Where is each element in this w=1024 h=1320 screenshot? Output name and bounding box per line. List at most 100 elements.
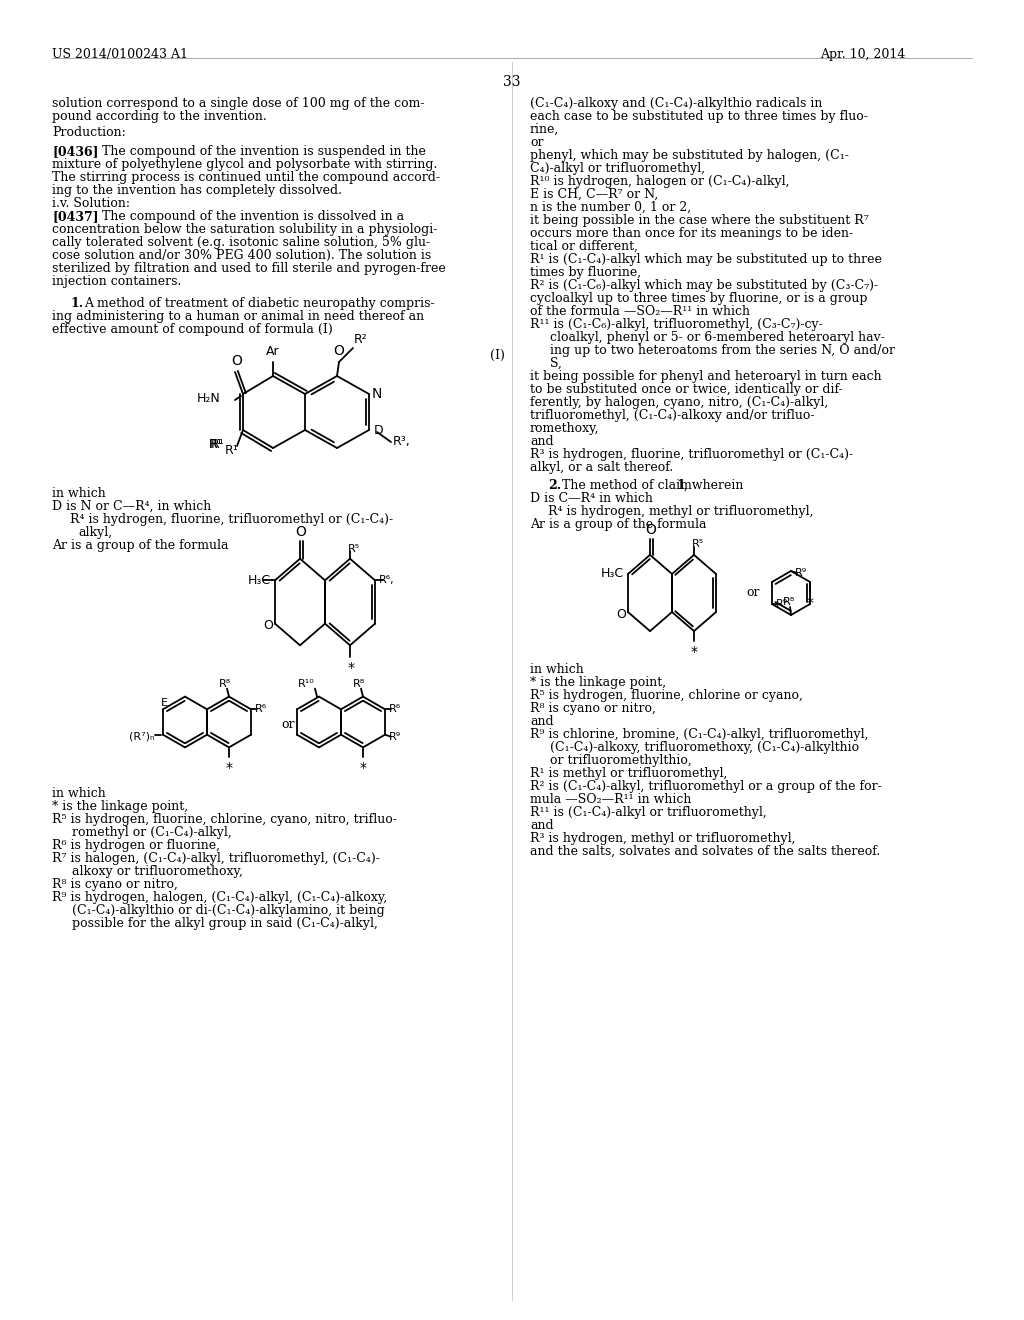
Text: 33: 33 xyxy=(503,75,521,88)
Text: solution correspond to a single dose of 100 mg of the com-: solution correspond to a single dose of … xyxy=(52,96,425,110)
Text: R² is (C₁-C₆)-alkyl which may be substituted by (C₃-C₇)-: R² is (C₁-C₆)-alkyl which may be substit… xyxy=(530,279,879,292)
Text: and: and xyxy=(530,436,554,447)
Text: injection containers.: injection containers. xyxy=(52,275,181,288)
Text: cose solution and/or 30% PEG 400 solution). The solution is: cose solution and/or 30% PEG 400 solutio… xyxy=(52,249,431,261)
Text: tical or different,: tical or different, xyxy=(530,240,638,253)
Text: R³ is hydrogen, fluorine, trifluoromethyl or (C₁-C₄)-: R³ is hydrogen, fluorine, trifluoromethy… xyxy=(530,447,853,461)
Text: C₄)-alkyl or trifluoromethyl,: C₄)-alkyl or trifluoromethyl, xyxy=(530,162,706,176)
Text: or: or xyxy=(281,718,295,730)
Text: R⁵: R⁵ xyxy=(692,539,705,549)
Text: R⁸ is cyano or nitro,: R⁸ is cyano or nitro, xyxy=(52,878,178,891)
Text: R⁹: R⁹ xyxy=(795,568,807,578)
Text: R⁹ is hydrogen, halogen, (C₁-C₄)-alkyl, (C₁-C₄)-alkoxy,: R⁹ is hydrogen, halogen, (C₁-C₄)-alkyl, … xyxy=(52,891,387,904)
Text: sterilized by filtration and used to fill sterile and pyrogen-free: sterilized by filtration and used to fil… xyxy=(52,261,445,275)
Text: O: O xyxy=(231,354,243,368)
Text: R⁵: R⁵ xyxy=(348,544,360,553)
Text: R⁶: R⁶ xyxy=(389,705,401,714)
Text: R²: R² xyxy=(354,333,368,346)
Text: H₂N: H₂N xyxy=(198,392,221,404)
Text: in which: in which xyxy=(52,787,105,800)
Text: n is the number 0, 1 or 2,: n is the number 0, 1 or 2, xyxy=(530,201,691,214)
Text: pound according to the invention.: pound according to the invention. xyxy=(52,110,266,123)
Text: phenyl, which may be substituted by halogen, (C₁-: phenyl, which may be substituted by halo… xyxy=(530,149,849,162)
Text: in which: in which xyxy=(52,487,105,500)
Text: [0436]: [0436] xyxy=(52,145,98,158)
Text: cycloalkyl up to three times by fluorine, or is a group: cycloalkyl up to three times by fluorine… xyxy=(530,292,867,305)
Text: , wherein: , wherein xyxy=(684,479,743,492)
Text: ing up to two heteroatoms from the series N, O and/or: ing up to two heteroatoms from the serie… xyxy=(530,345,895,356)
Text: (I): (I) xyxy=(490,348,505,362)
Text: H₃C: H₃C xyxy=(601,568,624,581)
Text: *: * xyxy=(690,645,697,659)
Text: R¹: R¹ xyxy=(209,437,223,450)
Text: R² is (C₁-C₄)-alkyl, trifluoromethyl or a group of the for-: R² is (C₁-C₄)-alkyl, trifluoromethyl or … xyxy=(530,780,882,793)
Text: H₃C: H₃C xyxy=(248,574,271,587)
Text: trifluoromethyl, (C₁-C₄)-alkoxy and/or trifluo-: trifluoromethyl, (C₁-C₄)-alkoxy and/or t… xyxy=(530,409,814,422)
Text: ferently, by halogen, cyano, nitro, (C₁-C₄)-alkyl,: ferently, by halogen, cyano, nitro, (C₁-… xyxy=(530,396,828,409)
Text: O: O xyxy=(296,525,306,539)
Text: R¹: R¹ xyxy=(225,444,239,457)
Text: Ar is a group of the formula: Ar is a group of the formula xyxy=(52,539,228,552)
Text: D is C—R⁴ in which: D is C—R⁴ in which xyxy=(530,492,653,506)
Text: rine,: rine, xyxy=(530,123,559,136)
Text: or: or xyxy=(530,136,544,149)
Text: *: * xyxy=(225,762,232,775)
Text: or: or xyxy=(746,586,760,599)
Text: R⁸: R⁸ xyxy=(219,678,231,689)
Text: E is CH, C—R⁷ or N,: E is CH, C—R⁷ or N, xyxy=(530,187,658,201)
Text: mixture of polyethylene glycol and polysorbate with stirring.: mixture of polyethylene glycol and polys… xyxy=(52,158,437,172)
Text: D is N or C—R⁴, in which: D is N or C—R⁴, in which xyxy=(52,500,211,513)
Text: and: and xyxy=(530,818,554,832)
Text: The method of claim: The method of claim xyxy=(562,479,696,492)
Text: ing to the invention has completely dissolved.: ing to the invention has completely diss… xyxy=(52,183,342,197)
Text: R¹¹ is (C₁-C₄)-alkyl or trifluoromethyl,: R¹¹ is (C₁-C₄)-alkyl or trifluoromethyl, xyxy=(530,807,767,818)
Text: occurs more than once for its meanings to be iden-: occurs more than once for its meanings t… xyxy=(530,227,853,240)
Text: cally tolerated solvent (e.g. isotonic saline solution, 5% glu-: cally tolerated solvent (e.g. isotonic s… xyxy=(52,236,430,249)
Text: R³ is hydrogen, methyl or trifluoromethyl,: R³ is hydrogen, methyl or trifluoromethy… xyxy=(530,832,796,845)
Text: R¹¹ is (C₁-C₆)-alkyl, trifluoromethyl, (C₃-C₇)-cy-: R¹¹ is (C₁-C₆)-alkyl, trifluoromethyl, (… xyxy=(530,318,822,331)
Text: R⁸: R⁸ xyxy=(353,678,366,689)
Text: it being possible in the case where the substituent R⁷: it being possible in the case where the … xyxy=(530,214,868,227)
Text: (C₁-C₄)-alkylthio or di-(C₁-C₄)-alkylamino, it being: (C₁-C₄)-alkylthio or di-(C₁-C₄)-alkylami… xyxy=(52,904,385,917)
Text: mula —SO₂—R¹¹ in which: mula —SO₂—R¹¹ in which xyxy=(530,793,691,807)
Text: R⁶,: R⁶, xyxy=(379,576,394,585)
Text: * is the linkage point,: * is the linkage point, xyxy=(530,676,667,689)
Text: and the salts, solvates and solvates of the salts thereof.: and the salts, solvates and solvates of … xyxy=(530,845,881,858)
Text: R¹⁰: R¹⁰ xyxy=(298,678,315,689)
Text: alkyl,: alkyl, xyxy=(78,525,112,539)
Text: effective amount of compound of formula (I): effective amount of compound of formula … xyxy=(52,323,333,337)
Text: R¹ is methyl or trifluoromethyl,: R¹ is methyl or trifluoromethyl, xyxy=(530,767,727,780)
Text: cloalkyl, phenyl or 5- or 6-membered heteroaryl hav-: cloalkyl, phenyl or 5- or 6-membered het… xyxy=(530,331,885,345)
Text: Ar is a group of the formula: Ar is a group of the formula xyxy=(530,517,707,531)
Text: 2.: 2. xyxy=(548,479,561,492)
Text: N: N xyxy=(372,387,382,401)
Text: to be substituted once or twice, identically or dif-: to be substituted once or twice, identic… xyxy=(530,383,843,396)
Text: romethoxy,: romethoxy, xyxy=(530,422,599,436)
Text: The stirring process is continued until the compound accord-: The stirring process is continued until … xyxy=(52,172,440,183)
Text: R⁴ is hydrogen, fluorine, trifluoromethyl or (C₁-C₄)-: R⁴ is hydrogen, fluorine, trifluoromethy… xyxy=(70,513,393,525)
Text: R³,: R³, xyxy=(393,436,411,449)
Text: R⁹: R⁹ xyxy=(389,731,401,742)
Text: R¹ is (C₁-C₄)-alkyl which may be substituted up to three: R¹ is (C₁-C₄)-alkyl which may be substit… xyxy=(530,253,882,267)
Text: * is the linkage point,: * is the linkage point, xyxy=(52,800,188,813)
Text: S,: S, xyxy=(530,356,562,370)
Text: R⁷ is halogen, (C₁-C₄)-alkyl, trifluoromethyl, (C₁-C₄)-: R⁷ is halogen, (C₁-C₄)-alkyl, trifluorom… xyxy=(52,851,380,865)
Text: *: * xyxy=(807,597,813,610)
Text: concentration below the saturation solubility in a physiologi-: concentration below the saturation solub… xyxy=(52,223,437,236)
Text: (C₁-C₄)-alkoxy and (C₁-C₄)-alkylthio radicals in: (C₁-C₄)-alkoxy and (C₁-C₄)-alkylthio rad… xyxy=(530,96,822,110)
Text: *: * xyxy=(359,762,367,775)
Text: E: E xyxy=(161,698,168,708)
Text: R⁵ is hydrogen, fluorine, chlorine, cyano, nitro, trifluo-: R⁵ is hydrogen, fluorine, chlorine, cyan… xyxy=(52,813,397,826)
Text: ing administering to a human or animal in need thereof an: ing administering to a human or animal i… xyxy=(52,310,424,323)
Text: (C₁-C₄)-alkoxy, trifluoromethoxy, (C₁-C₄)-alkylthio: (C₁-C₄)-alkoxy, trifluoromethoxy, (C₁-C₄… xyxy=(530,741,859,754)
Text: and: and xyxy=(530,715,554,729)
Text: possible for the alkyl group in said (C₁-C₄)-alkyl,: possible for the alkyl group in said (C₁… xyxy=(52,917,378,931)
Text: alkyl, or a salt thereof.: alkyl, or a salt thereof. xyxy=(530,461,673,474)
Text: R⁸ is cyano or nitro,: R⁸ is cyano or nitro, xyxy=(530,702,656,715)
Text: Production:: Production: xyxy=(52,125,126,139)
Text: The compound of the invention is suspended in the: The compound of the invention is suspend… xyxy=(94,145,426,158)
Text: O: O xyxy=(645,523,656,537)
Text: [0437]: [0437] xyxy=(52,210,98,223)
Text: O: O xyxy=(263,619,273,632)
Text: of the formula —SO₂—R¹¹ in which: of the formula —SO₂—R¹¹ in which xyxy=(530,305,750,318)
